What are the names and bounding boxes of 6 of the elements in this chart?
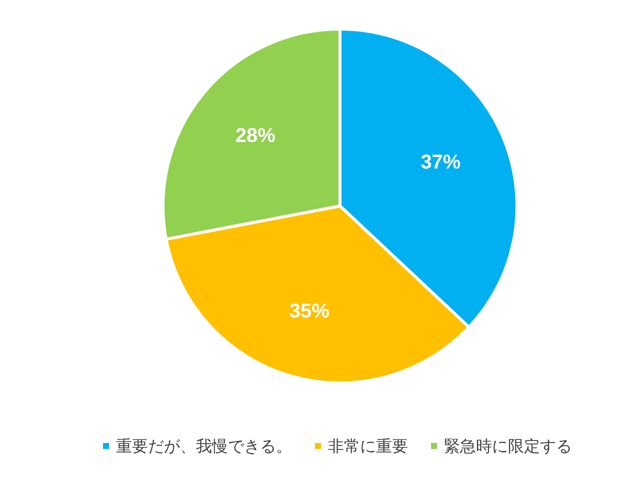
legend-label: 非常に重要 (328, 438, 408, 456)
data-label: 35% (289, 300, 330, 322)
legend-label: 重要だが、我慢できる。 (116, 438, 292, 456)
legend-label: 緊急時に限定する (444, 438, 572, 456)
data-label: 37% (420, 151, 461, 174)
data-label: 28% (235, 125, 276, 148)
